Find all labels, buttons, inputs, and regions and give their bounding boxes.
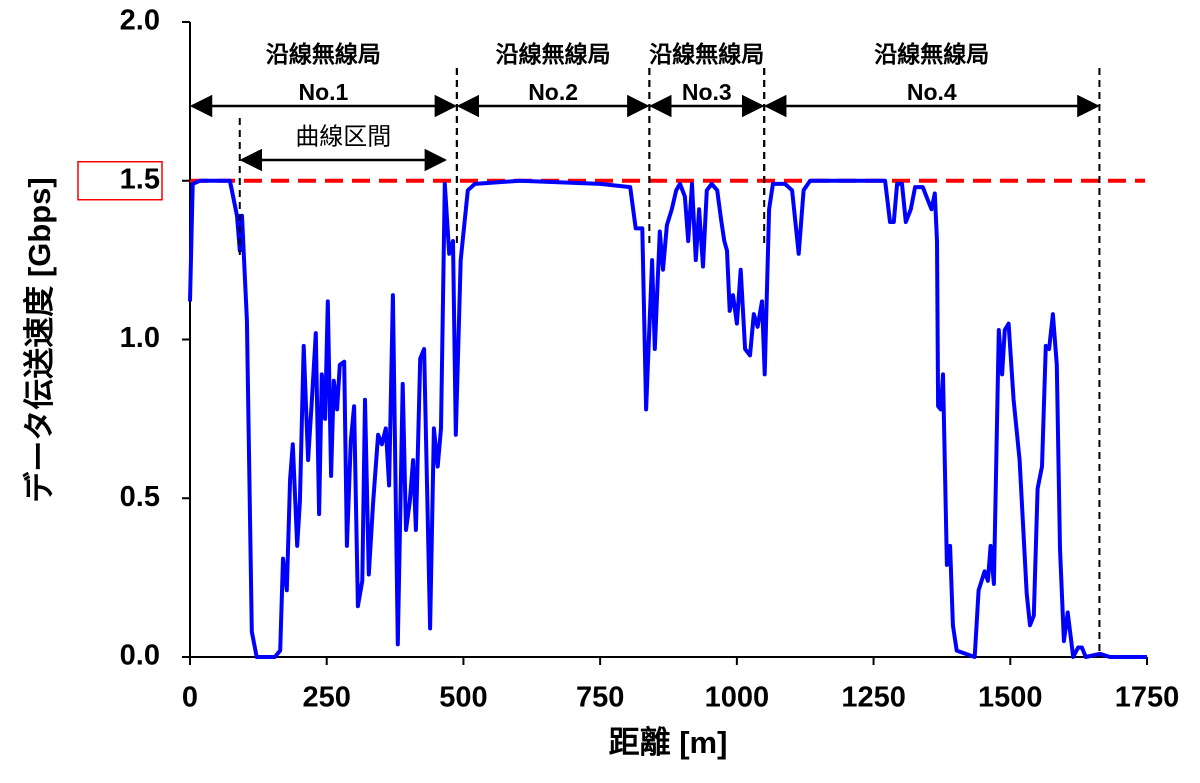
tick-highlight-box — [77, 161, 163, 201]
y-tick-label: 0.0 — [120, 640, 160, 672]
x-tick-label: 250 — [303, 682, 351, 714]
station-label: 沿線無線局 — [496, 41, 611, 67]
y-tick-label: 1.5 — [120, 163, 160, 195]
y-axis-label: データ伝送速度 [Gbps] — [22, 177, 57, 502]
y-tick-label: 0.5 — [120, 481, 160, 513]
x-tick-label: 1250 — [841, 682, 906, 714]
station-label: 沿線無線局 — [874, 41, 989, 67]
station-label: 沿線無線局 — [266, 41, 381, 67]
x-tick-label: 1000 — [705, 682, 770, 714]
x-tick-label: 0 — [182, 682, 198, 714]
station-number: No.1 — [299, 79, 349, 105]
x-tick-label: 750 — [576, 682, 624, 714]
station-number: No.4 — [907, 79, 957, 105]
x-tick-label: 1500 — [978, 682, 1043, 714]
x-tick-label: 500 — [439, 682, 487, 714]
station-number: No.3 — [682, 79, 732, 105]
station-number: No.2 — [528, 79, 578, 105]
y-tick-label: 1.0 — [120, 322, 160, 354]
station-label: 沿線無線局 — [649, 41, 764, 67]
curve-label: 曲線区間 — [295, 123, 391, 150]
y-tick-label: 2.0 — [120, 5, 160, 37]
x-tick-label: 1750 — [1115, 682, 1180, 714]
x-axis-label: 距離 [m] — [609, 725, 728, 760]
data-line — [188, 178, 1147, 659]
